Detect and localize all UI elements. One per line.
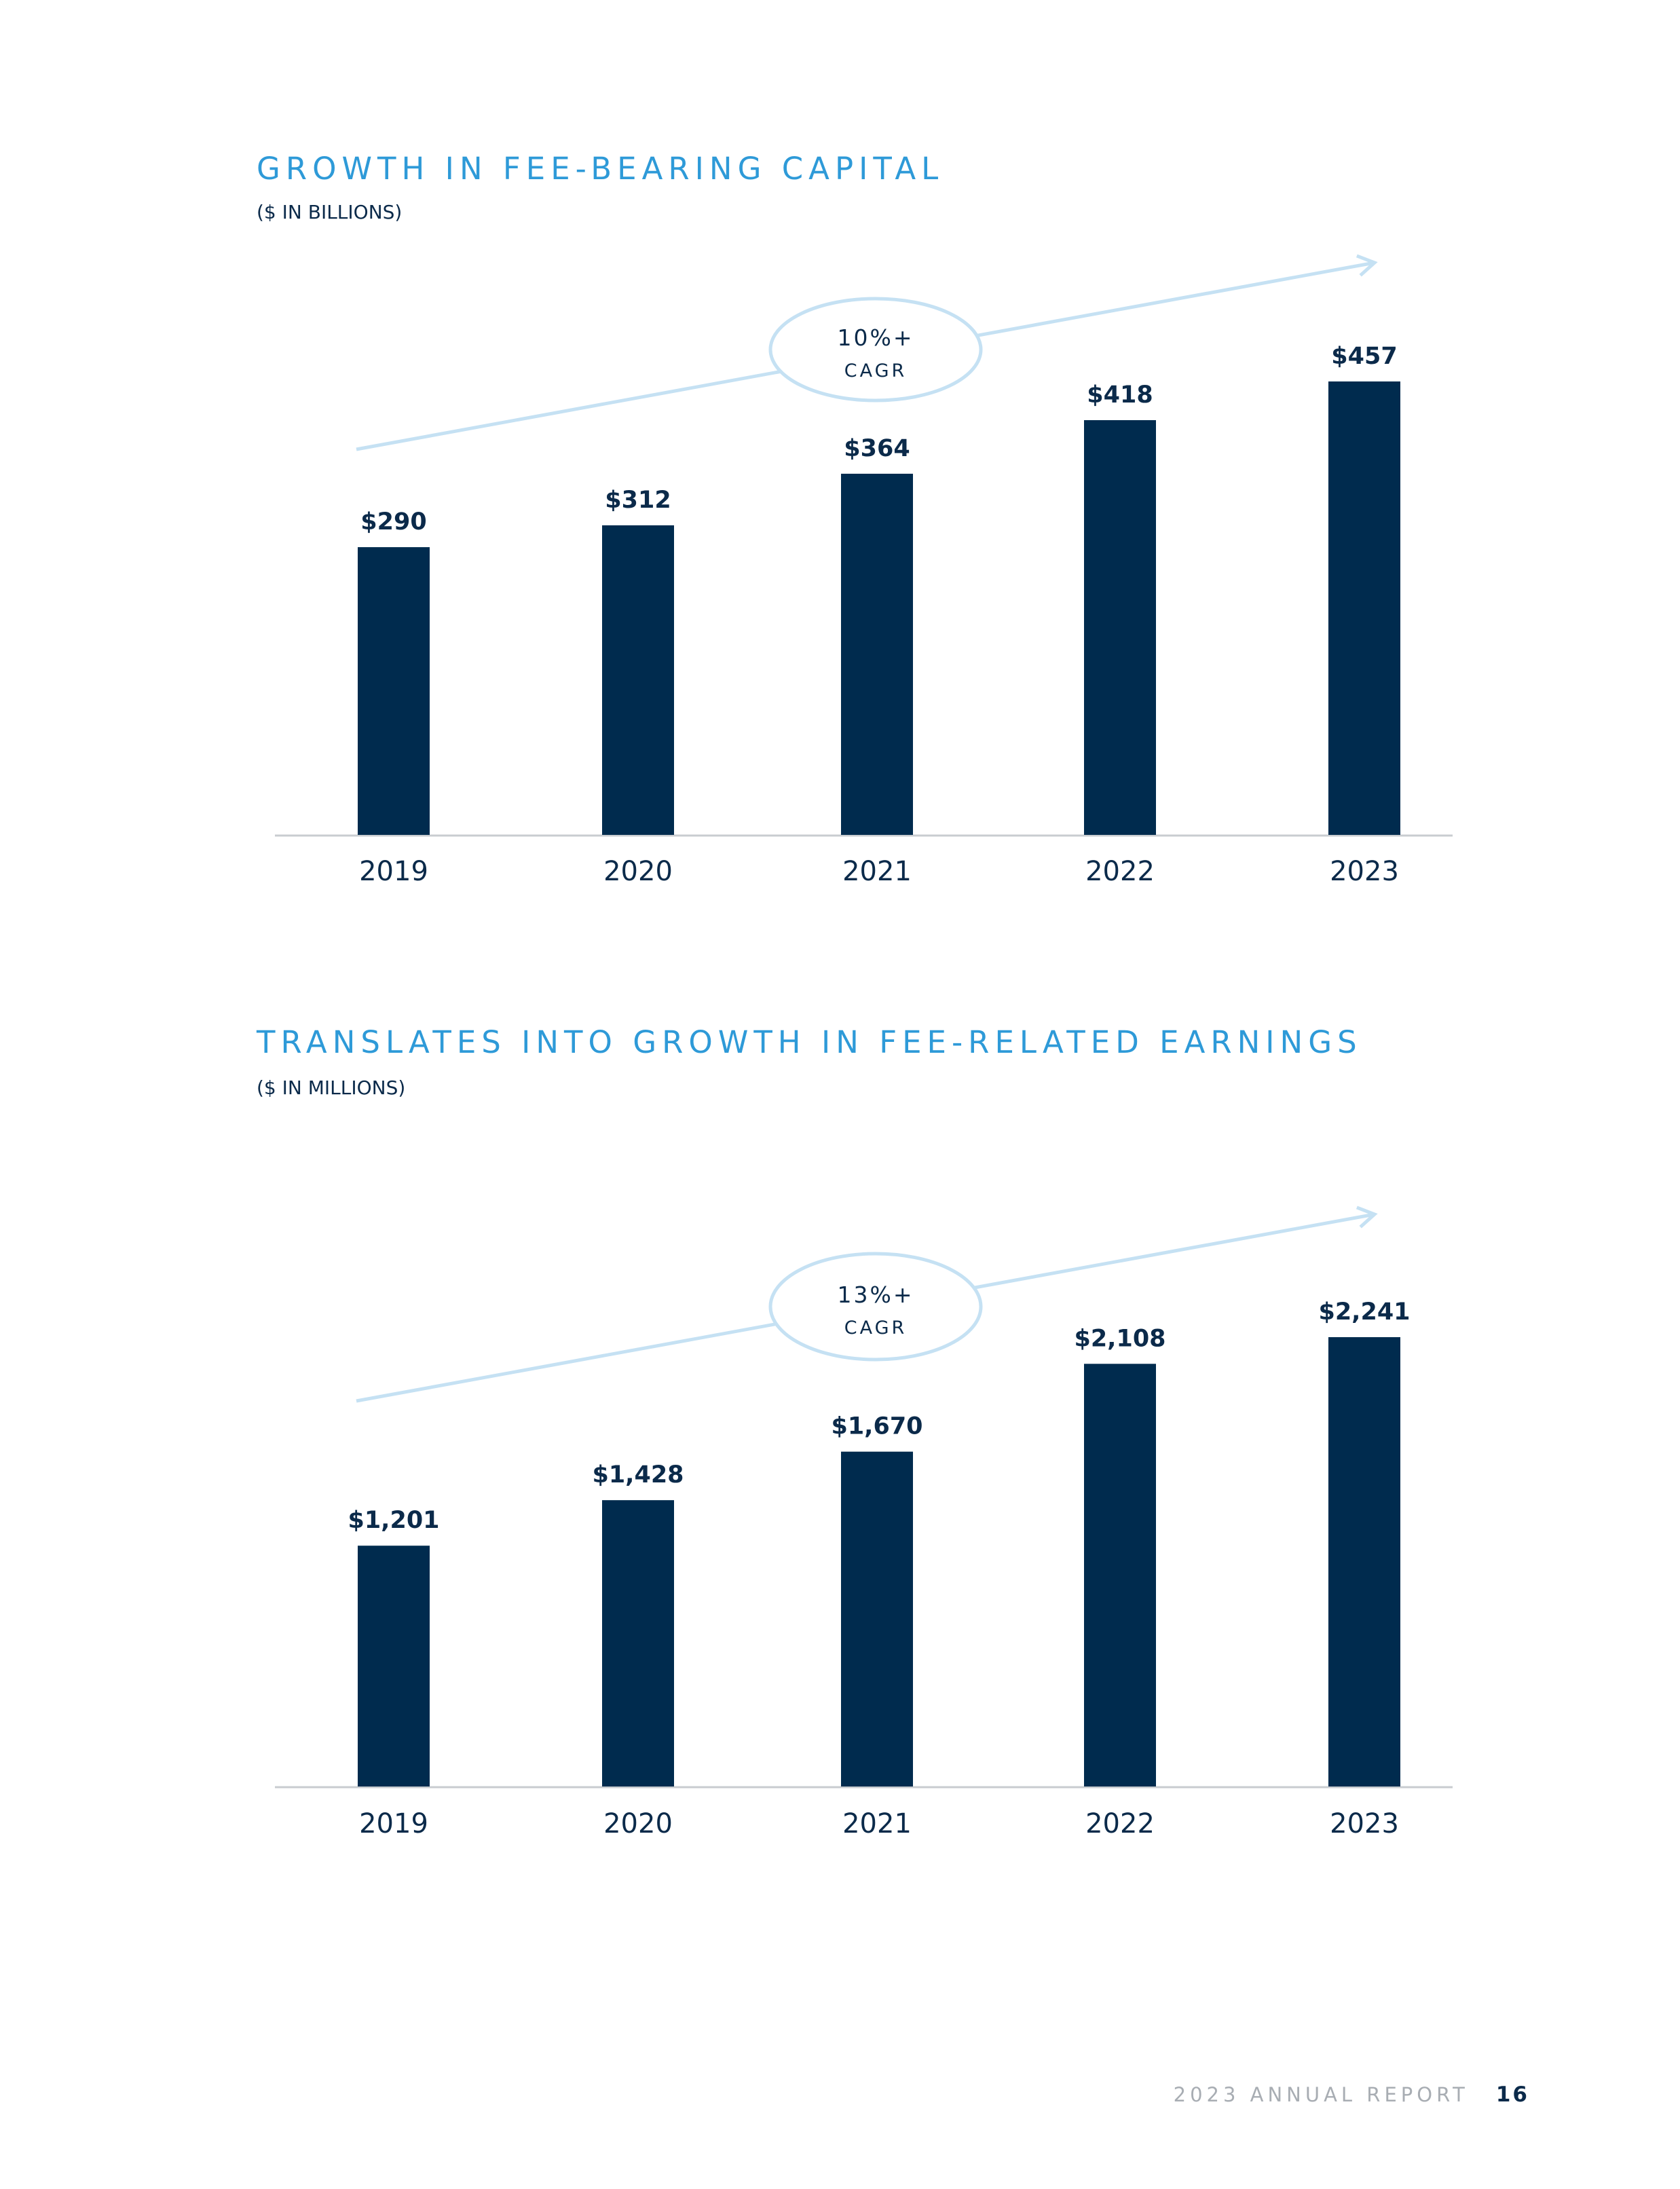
data-label-2021: $364 [844, 435, 910, 462]
data-label-2023: $457 [1331, 343, 1397, 370]
cagr-ellipse [768, 297, 983, 403]
x-tick-label-2019: 2019 [359, 856, 428, 887]
bar-2021 [841, 1451, 913, 1786]
bar-2019 [358, 547, 430, 835]
chart-subtitle: ($ IN BILLIONS) [257, 201, 403, 223]
bar-2019 [358, 1546, 430, 1786]
x-tick-label-2022: 2022 [1085, 1808, 1155, 1839]
data-label-2022: $418 [1087, 381, 1153, 409]
data-label-2023: $2,241 [1318, 1298, 1410, 1326]
x-tick-label-2023: 2023 [1330, 856, 1399, 887]
cagr-label: CAGR [844, 360, 908, 381]
cagr-value: 13%+ [838, 1281, 914, 1308]
cagr-ellipse [768, 1252, 983, 1362]
x-tick-label-2021: 2021 [842, 856, 912, 887]
bar-2022 [1084, 420, 1156, 835]
data-label-2021: $1,670 [831, 1413, 922, 1440]
data-label-2020: $312 [605, 487, 671, 514]
x-tick-label-2023: 2023 [1330, 1808, 1399, 1839]
chart-title: GROWTH IN FEE-BEARING CAPITAL [257, 151, 944, 187]
chart-title: TRANSLATES INTO GROWTH IN FEE-RELATED EA… [257, 1024, 1362, 1060]
cagr-label: CAGR [844, 1317, 908, 1339]
bar-2021 [841, 473, 913, 835]
data-label-2019: $1,201 [348, 1507, 439, 1534]
x-tick-label-2022: 2022 [1085, 856, 1155, 887]
page-footer: 2023 ANNUAL REPORT 16 [1174, 2082, 1529, 2107]
chart-subtitle: ($ IN MILLIONS) [257, 1077, 406, 1099]
bar-2020 [602, 525, 674, 835]
x-tick-label-2019: 2019 [359, 1808, 428, 1839]
x-tick-label-2020: 2020 [603, 1808, 673, 1839]
footer-report-label: 2023 ANNUAL REPORT [1173, 2083, 1469, 2106]
bar-2023 [1328, 381, 1400, 835]
x-tick-label-2020: 2020 [603, 856, 673, 887]
trend-arrowhead [1356, 1205, 1378, 1229]
x-tick-label-2021: 2021 [842, 1808, 912, 1839]
trend-arrowhead [1356, 254, 1378, 277]
bar-2023 [1328, 1337, 1400, 1786]
page-number: 16 [1495, 2082, 1529, 2107]
cagr-value: 10%+ [838, 324, 914, 351]
data-label-2019: $290 [360, 508, 426, 536]
bar-2020 [602, 1500, 674, 1786]
bar-2022 [1084, 1364, 1156, 1786]
data-label-2020: $1,428 [592, 1461, 684, 1489]
data-label-2022: $2,108 [1074, 1325, 1165, 1352]
